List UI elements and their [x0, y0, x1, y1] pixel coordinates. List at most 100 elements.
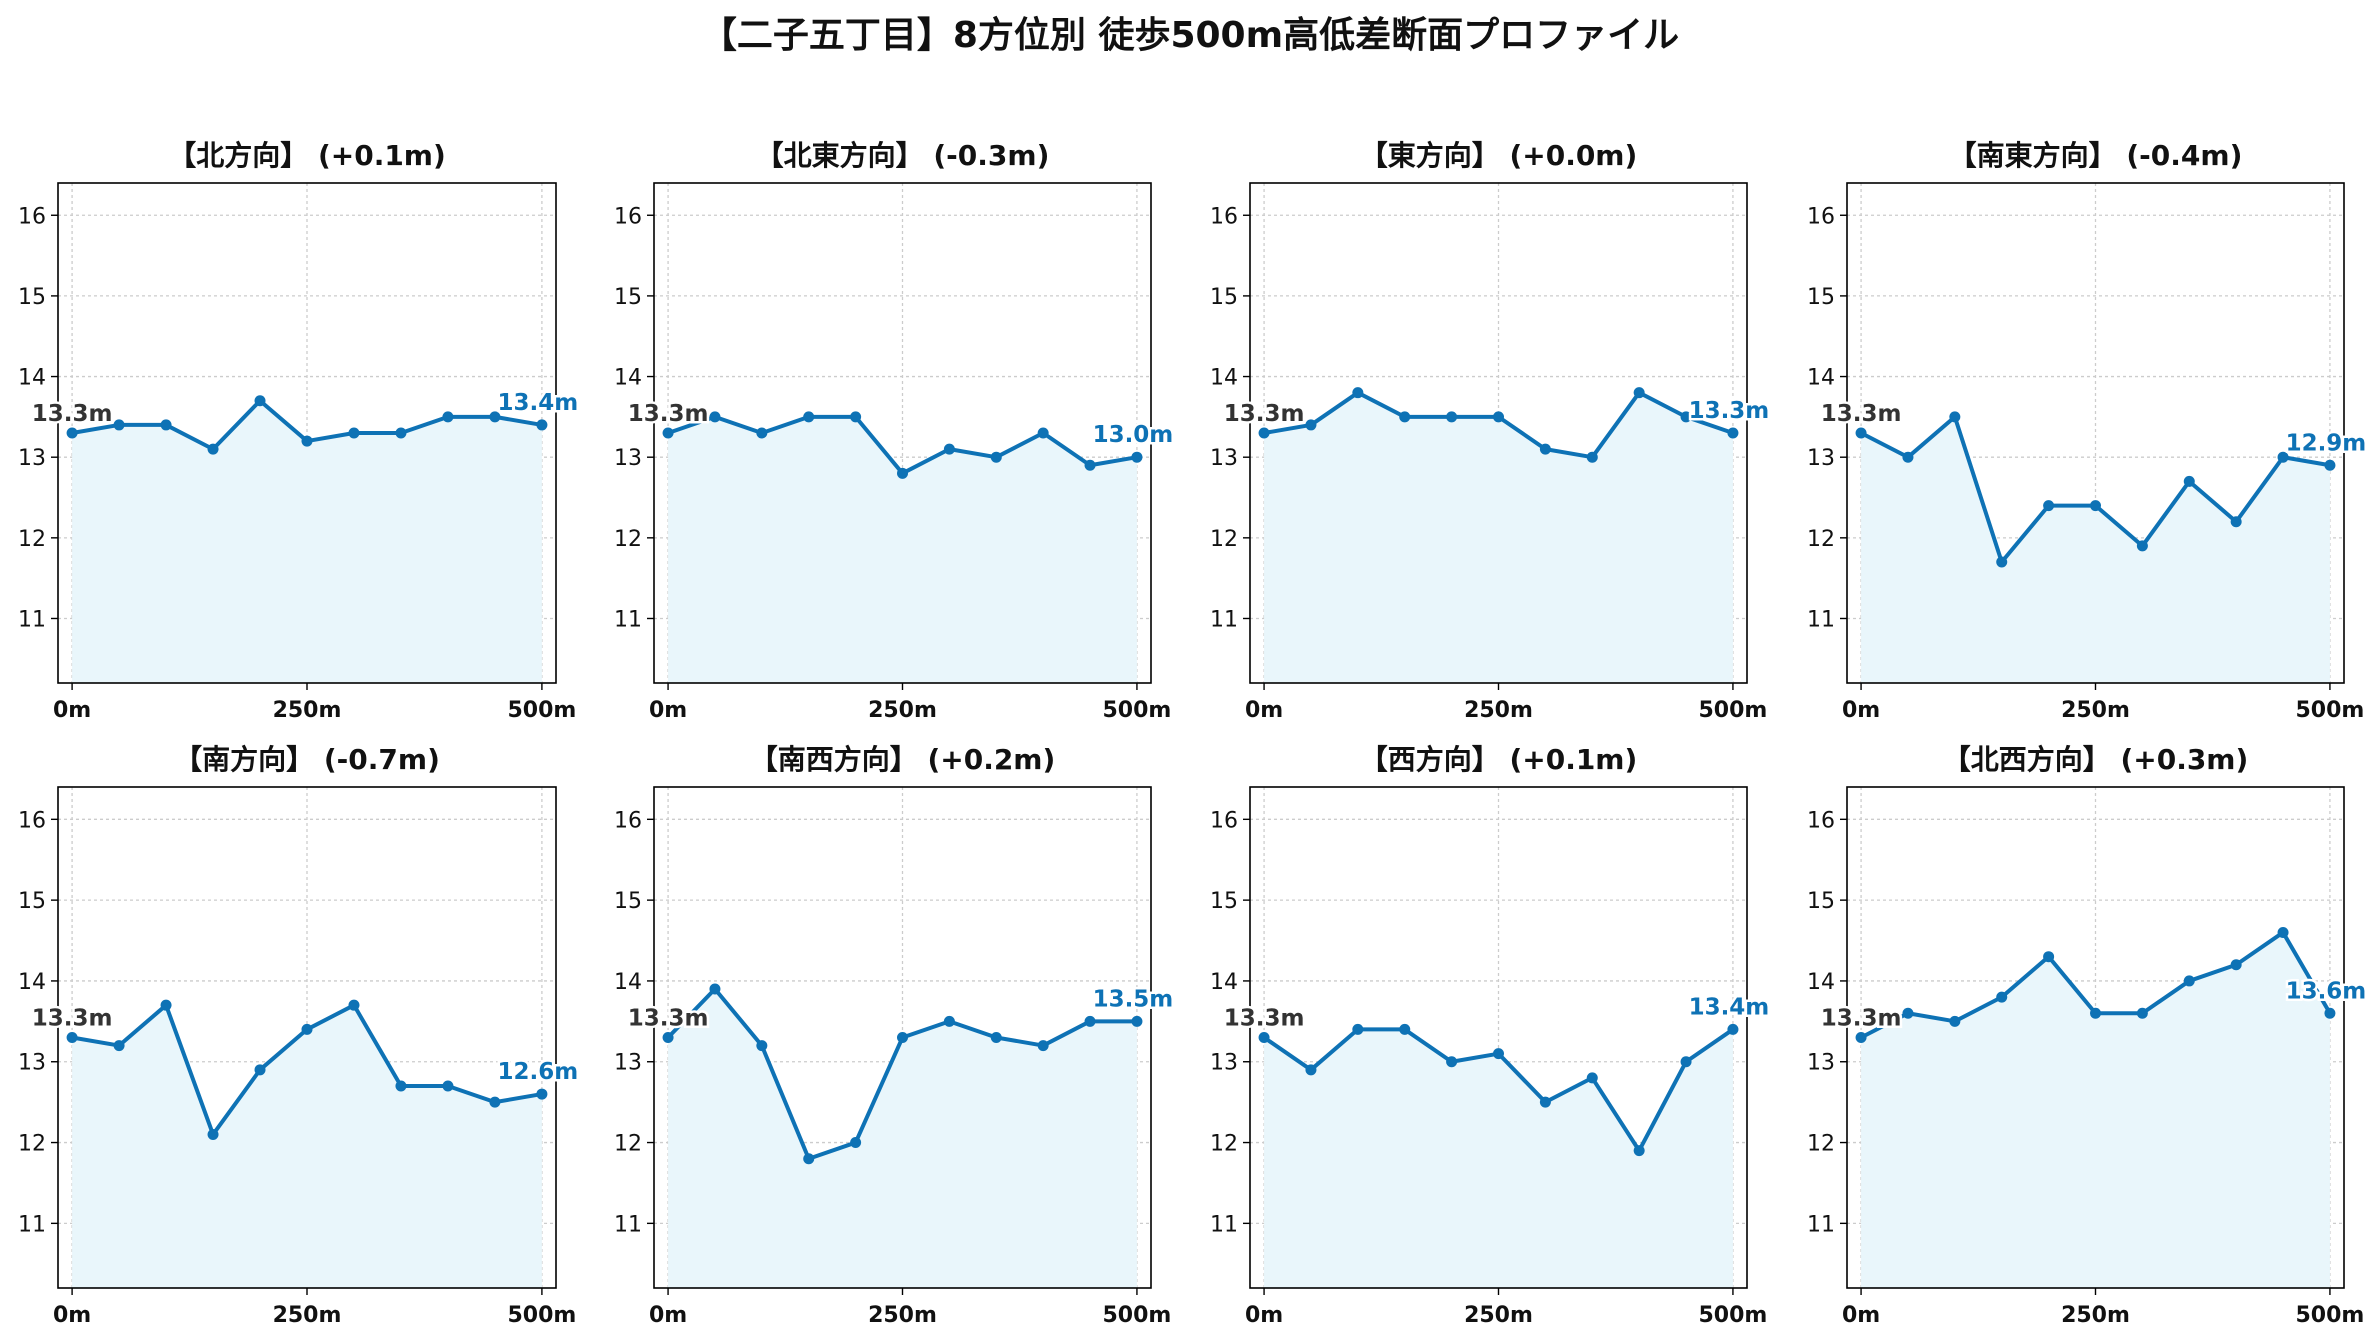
y-tick-label: 11: [614, 607, 642, 632]
data-point: [1399, 1023, 1411, 1035]
data-point: [2136, 540, 2148, 552]
data-point: [254, 1064, 266, 1076]
data-point: [2043, 500, 2055, 512]
data-point: [1258, 427, 1270, 439]
x-tick-label: 0m: [649, 698, 687, 723]
end-elevation-label: 13.3m: [1689, 398, 1770, 424]
data-point: [348, 999, 360, 1011]
data-point: [442, 1080, 454, 1092]
y-tick-label: 16: [18, 808, 46, 833]
data-point: [2183, 475, 2195, 487]
y-tick-label: 13: [18, 1051, 46, 1076]
data-point: [1305, 419, 1317, 431]
y-tick-label: 14: [1210, 970, 1238, 995]
y-tick-label: 13: [1807, 1051, 1835, 1076]
area-fill: [1861, 932, 2330, 1288]
data-point: [1633, 1145, 1645, 1157]
data-point: [943, 443, 955, 455]
data-point: [1258, 1032, 1270, 1043]
data-point: [489, 1096, 501, 1108]
x-tick-label: 250m: [273, 698, 342, 723]
data-point: [1037, 427, 1049, 439]
start-elevation-label: 13.3m: [628, 401, 709, 427]
x-tick-label: 500m: [1103, 1303, 1172, 1328]
y-tick-label: 16: [1807, 204, 1835, 229]
end-elevation-label: 13.4m: [1689, 994, 1770, 1020]
subplot-title: 【北東方向】 (-0.3m): [756, 139, 1050, 172]
data-point: [301, 435, 313, 447]
data-point: [850, 411, 862, 423]
start-elevation-label: 13.3m: [1821, 1006, 1902, 1032]
data-point: [2324, 459, 2336, 471]
data-point: [2090, 500, 2101, 512]
area-fill: [1861, 416, 2330, 683]
y-tick-label: 13: [1807, 446, 1835, 471]
y-tick-label: 15: [18, 889, 46, 914]
data-point: [301, 1023, 313, 1035]
data-point: [1446, 1056, 1458, 1068]
data-point: [1633, 387, 1645, 399]
y-tick-label: 13: [1210, 1051, 1238, 1076]
data-point: [207, 443, 219, 455]
y-tick-label: 15: [1807, 889, 1835, 914]
y-tick-label: 14: [18, 366, 46, 391]
area-fill: [668, 989, 1137, 1288]
y-tick-label: 14: [614, 366, 642, 391]
data-point: [2277, 926, 2289, 938]
data-point: [2136, 1007, 2148, 1019]
start-elevation-label: 13.3m: [1224, 1006, 1305, 1032]
data-point: [662, 1032, 674, 1043]
data-point: [1855, 427, 1867, 439]
data-point: [756, 427, 768, 439]
y-tick-label: 12: [18, 1132, 46, 1157]
data-point: [1996, 556, 2008, 568]
data-point: [2324, 1007, 2336, 1019]
data-point: [897, 1032, 908, 1043]
x-tick-label: 0m: [1245, 1303, 1283, 1328]
data-point: [113, 419, 125, 431]
end-elevation-label: 13.5m: [1093, 986, 1174, 1012]
subplot: 【東方向】 (+0.0m) 11 12 13 14 15 16 0m 250m 500m 13.3m…: [1210, 139, 1772, 723]
data-point: [1493, 411, 1504, 423]
x-tick-label: 250m: [868, 698, 937, 723]
x-tick-label: 500m: [1699, 1303, 1768, 1328]
data-point: [207, 1128, 219, 1140]
x-tick-label: 250m: [2061, 1303, 2130, 1328]
y-tick-label: 14: [1210, 366, 1238, 391]
start-elevation-label: 13.3m: [32, 1006, 113, 1032]
data-point: [348, 427, 360, 439]
y-tick-label: 11: [1210, 607, 1238, 632]
data-point: [1539, 443, 1551, 455]
data-point: [1539, 1096, 1551, 1108]
x-tick-label: 0m: [1245, 698, 1283, 723]
data-point: [442, 411, 454, 423]
data-point: [1084, 459, 1096, 471]
subplot-title: 【北西方向】 (+0.3m): [1943, 743, 2249, 776]
data-point: [1680, 411, 1692, 423]
y-tick-label: 14: [1807, 970, 1835, 995]
y-tick-label: 13: [614, 1051, 642, 1076]
y-tick-label: 16: [1210, 808, 1238, 833]
y-tick-label: 13: [1210, 446, 1238, 471]
y-tick-label: 16: [1807, 808, 1835, 833]
data-point: [1352, 1023, 1364, 1035]
data-point: [1493, 1048, 1504, 1060]
start-elevation-label: 13.3m: [628, 1006, 709, 1032]
data-point: [897, 467, 908, 479]
data-point: [66, 427, 78, 439]
data-point: [803, 1153, 815, 1165]
data-point: [536, 1088, 548, 1100]
data-point: [1949, 1015, 1961, 1027]
y-tick-label: 11: [1210, 1212, 1238, 1237]
x-tick-label: 500m: [1103, 698, 1172, 723]
subplot-title: 【南西方向】 (+0.2m): [750, 743, 1056, 776]
data-point: [1949, 411, 1961, 423]
subplot: 【南東方向】 (-0.4m) 11 12 13 14 15 16 0m 250m 500m 13.3…: [1807, 139, 2369, 723]
x-tick-label: 250m: [1464, 1303, 1533, 1328]
data-point: [943, 1015, 955, 1027]
x-tick-label: 500m: [2296, 698, 2365, 723]
subplot: 【南西方向】 (+0.2m) 11 12 13 14 15 16 0m 250m 500m 13.3…: [614, 743, 1176, 1328]
subplot-title: 【北方向】 (+0.1m): [168, 139, 446, 172]
x-tick-label: 500m: [1699, 698, 1768, 723]
